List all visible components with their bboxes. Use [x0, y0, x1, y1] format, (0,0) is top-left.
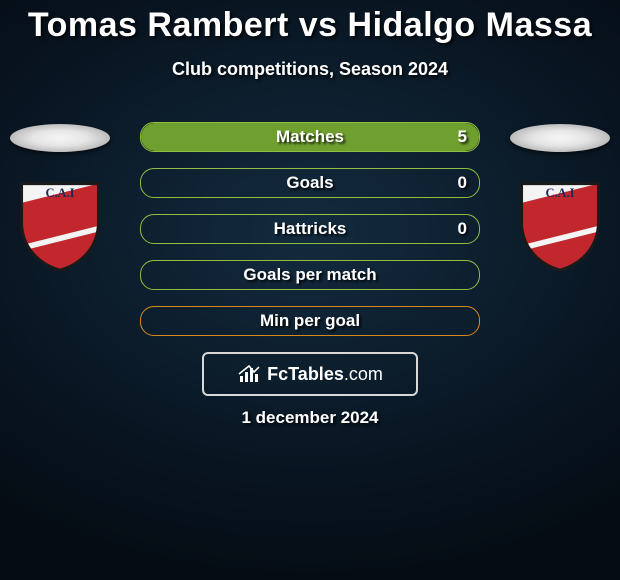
stat-label: Min per goal — [260, 311, 360, 331]
stat-value-right: 0 — [458, 219, 467, 239]
player-left-slot: C.A.I — [10, 124, 110, 272]
brand-name: FcTables — [267, 364, 344, 384]
stat-value-right: 0 — [458, 173, 467, 193]
player-left-club-badge: C.A.I — [12, 176, 108, 272]
stat-row: Matches 5 — [140, 122, 480, 152]
date-text: 1 december 2024 — [0, 408, 620, 428]
brand-box: FcTables.com — [202, 352, 418, 396]
stat-row: Goals per match — [140, 260, 480, 290]
stat-label: Goals — [286, 173, 333, 193]
svg-text:C.A.I: C.A.I — [45, 186, 74, 200]
stat-label: Matches — [276, 127, 344, 147]
player-left-avatar-placeholder — [10, 124, 110, 152]
stat-label: Hattricks — [274, 219, 347, 239]
svg-text:C.A.I: C.A.I — [545, 186, 574, 200]
stat-label: Goals per match — [243, 265, 376, 285]
chart-icon — [237, 362, 261, 386]
player-right-slot: C.A.I — [510, 124, 610, 272]
subtitle: Club competitions, Season 2024 — [0, 59, 620, 80]
brand-suffix: .com — [344, 364, 383, 384]
stat-value-right: 5 — [458, 127, 467, 147]
stat-row: Hattricks 0 — [140, 214, 480, 244]
stat-row: Min per goal — [140, 306, 480, 336]
player-right-club-badge: C.A.I — [512, 176, 608, 272]
player-right-avatar-placeholder — [510, 124, 610, 152]
brand-text: FcTables.com — [267, 364, 383, 385]
stat-row: Goals 0 — [140, 168, 480, 198]
page-title: Tomas Rambert vs Hidalgo Massa — [0, 0, 620, 45]
stats-panel: Matches 5 Goals 0 Hattricks 0 Goals per match M… — [140, 122, 480, 352]
